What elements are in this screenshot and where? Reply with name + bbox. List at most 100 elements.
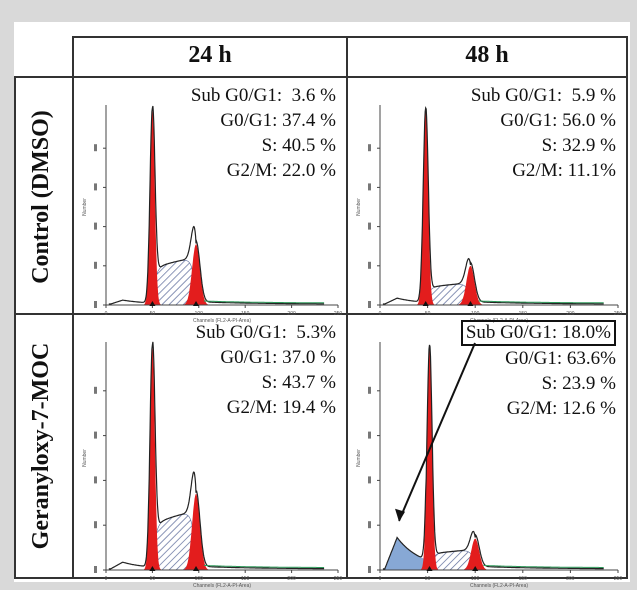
stat-g2m: G2/M: 19.4 % (196, 395, 336, 420)
x-tick-label: 100 (471, 576, 480, 582)
peak-marker (422, 301, 429, 306)
y-tick-label (368, 386, 371, 394)
stat-value: 37.0 % (282, 347, 336, 368)
x-tick-label: 150 (241, 576, 250, 582)
histogram-panel-control-48h: 0 50 100 150 200 250 Channels (FL2-A-PI-Area) N… (350, 79, 624, 324)
x-tick-label: 250 (334, 311, 343, 317)
stats-block: Sub G0/G1: 18.0% G0/G1: 63.6% S: 23.9 % … (460, 320, 616, 421)
x-tick-label: 250 (614, 311, 623, 317)
grid-top (72, 36, 628, 38)
g2m-peak (461, 538, 489, 570)
grid-right (626, 36, 628, 579)
stat-label: G2/M: (226, 397, 278, 418)
peak-marker (467, 301, 474, 306)
y-axis-label: Number (82, 449, 88, 467)
stat-value: 12.6 % (562, 398, 616, 419)
x-tick-label: 0 (379, 311, 382, 317)
peak-marker (193, 566, 200, 571)
x-tick-label: 250 (614, 576, 623, 582)
stat-subg1: Sub G0/G1: 3.6 % (191, 83, 336, 108)
grid-left (14, 76, 16, 579)
histogram-outline (108, 105, 325, 305)
histogram-svg: 0 50 100 150 200 250 Channels (FL2-A-PI-Area) N… (356, 342, 622, 589)
stats-block: Sub G0/G1: 5.3% G0/G1: 37.0 % S: 43.7 % … (196, 320, 336, 420)
stat-label: G2/M: (226, 160, 278, 181)
stat-s: S: 40.5 % (191, 133, 336, 158)
x-tick-label: 150 (519, 576, 528, 582)
y-tick-label (94, 386, 97, 394)
stat-g2m: G2/M: 11.1% (471, 158, 616, 183)
stats-block: Sub G0/G1: 3.6 % G0/G1: 37.4 % S: 40.5 %… (191, 83, 336, 183)
stat-label: S: (541, 373, 558, 394)
debris-tail-line (483, 564, 604, 568)
histogram-outline (108, 341, 325, 570)
grid-col-divider (346, 36, 348, 579)
stat-subg1-highlighted: Sub G0/G1: 18.0% (460, 320, 616, 346)
column-header-24h: 24 h (188, 42, 232, 68)
stat-value: 37.4 % (282, 110, 336, 131)
y-tick-label (368, 566, 371, 573)
stat-label: Sub G0/G1: (470, 85, 563, 106)
x-tick-label: 200 (566, 576, 575, 582)
highlight-box: Sub G0/G1: 18.0% (460, 320, 616, 346)
debris-tail-line (203, 300, 325, 304)
stat-value: 23.9 % (562, 373, 616, 394)
y-axis-label: Number (356, 449, 362, 467)
stat-label: S: (541, 135, 558, 156)
stat-value: 18.0% (561, 322, 611, 343)
peak-marker (472, 566, 479, 571)
x-tick-label: 50 (425, 576, 431, 582)
x-axis-label: Channels (FL2-A-PI-Area) (193, 318, 251, 324)
y-axis-label: Number (356, 198, 362, 216)
x-tick-label: 200 (287, 311, 296, 317)
stat-label: G2/M: (512, 160, 563, 181)
g2m-peak (183, 244, 210, 305)
x-tick-label: 150 (519, 311, 528, 317)
y-axis-label: Number (82, 198, 88, 216)
histogram-svg: 0 50 100 150 200 250 Channels (FL2-A-PI-Area) N… (82, 341, 342, 589)
annotation-arrow-line (398, 342, 476, 522)
debris-tail-line (203, 564, 325, 568)
y-tick-label (368, 183, 371, 191)
stat-label: G0/G1: (220, 110, 278, 131)
stat-label: Sub G0/G1: (190, 85, 283, 106)
stat-value: 32.9 % (562, 135, 616, 156)
y-tick-label (94, 431, 97, 439)
x-tick-label: 100 (195, 576, 204, 582)
stat-value: 63.6% (566, 348, 616, 369)
stat-g1: G0/G1: 63.6% (461, 346, 616, 371)
g0g1-peak (416, 109, 436, 305)
stat-subg1: Sub G0/G1: 5.9 % (471, 83, 616, 108)
x-tick-label: 200 (566, 311, 575, 317)
stat-g2m: G2/M: 22.0 % (191, 158, 336, 183)
annotation-arrow-head (395, 508, 406, 522)
histogram-outline (382, 106, 604, 305)
stat-g1: G0/G1: 37.4 % (191, 108, 336, 133)
x-tick-label: 250 (334, 576, 343, 582)
y-tick-label (368, 476, 371, 484)
x-tick-label: 0 (105, 311, 108, 317)
stat-value: 22.0 % (282, 160, 336, 181)
y-tick-label (94, 261, 97, 269)
stat-s: S: 43.7 % (196, 370, 336, 395)
x-tick-label: 50 (425, 311, 431, 317)
y-tick-label (94, 144, 97, 152)
g0g1-peak (143, 346, 162, 570)
g0g1-peak (143, 109, 162, 305)
histogram-svg: 0 50 100 150 200 250 Channels (FL2-A-PI-Area) N… (82, 105, 342, 324)
stat-label: Sub G0/G1: (195, 322, 287, 343)
x-tick-label: 0 (379, 576, 382, 582)
grid-bottom (14, 577, 628, 579)
stat-value: 5.9 % (571, 85, 616, 106)
histogram-outline (382, 344, 604, 570)
stat-g1: G0/G1: 37.0 % (196, 345, 336, 370)
x-tick-label: 100 (195, 311, 204, 317)
grid-label-divider (72, 36, 74, 579)
g2m-peak (457, 265, 484, 305)
stat-value: 5.3% (296, 322, 336, 343)
x-tick-label: 100 (471, 311, 480, 317)
stat-value: 56.0 % (562, 110, 616, 131)
y-tick-label (368, 222, 371, 230)
y-tick-label (94, 301, 97, 308)
sub-g1-area (384, 537, 425, 570)
